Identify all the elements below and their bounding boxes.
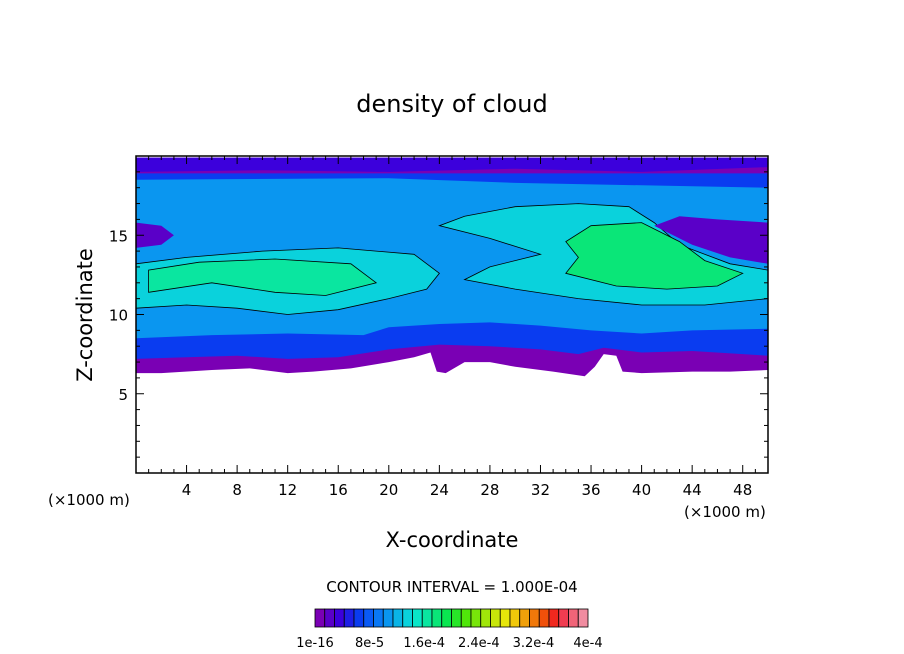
x-tick-label: 32 [531, 481, 550, 499]
colorbar-tick-label: 1.6e-4 [403, 636, 445, 651]
x-tick-label: 44 [683, 481, 702, 499]
x-tick-label: 20 [379, 481, 398, 499]
colorbar-swatch [499, 608, 511, 628]
colorbar-tick-label: 8e-5 [355, 636, 384, 651]
colorbar-swatch [460, 608, 472, 628]
colorbar-swatch [490, 608, 501, 628]
colorbar-swatch [577, 608, 589, 628]
colorbar-swatch [343, 608, 355, 628]
colorbar-swatch [470, 608, 482, 628]
colorbar-swatch [509, 608, 521, 628]
colorbar-tick-label: 3.2e-4 [513, 636, 555, 651]
y-tick-label: 15 [109, 227, 128, 245]
contour-region-cloud-core-right-bright [565, 222, 744, 290]
contour-region-cloud-upper-right-edge [654, 216, 768, 264]
x-tick-label: 12 [278, 481, 297, 499]
x-tick-label: 8 [232, 481, 242, 499]
colorbar-swatch [548, 608, 560, 628]
x-axis-ticks: 4 8 12 16 20 24 28 32 36 40 44 48 [148, 156, 756, 499]
chart-title: density of cloud [356, 90, 547, 118]
colorbar-swatch [334, 608, 345, 628]
x-tick-label: 16 [329, 481, 348, 499]
x-tick-label: 36 [581, 481, 600, 499]
contour-region-cloud-top-edge [136, 157, 768, 172]
colorbar-swatch [441, 608, 452, 628]
x-tick-label: 48 [733, 481, 752, 499]
x-axis-label: X-coordinate [386, 528, 519, 552]
x-tick-label: 24 [430, 481, 449, 499]
colorbar-swatch [568, 608, 579, 628]
x-tick-label: 40 [632, 481, 651, 499]
x-axis-unit-right: (×1000 m) [684, 503, 766, 521]
contour-region-cloud-core-left-bright [148, 258, 378, 296]
colorbar-swatch [480, 608, 491, 628]
y-tick-label: 5 [118, 386, 128, 404]
colorbar-swatch [451, 608, 462, 628]
x-axis-unit-left: (×1000 m) [48, 491, 130, 509]
colorbar-swatch [314, 608, 326, 628]
x-tick-label: 28 [480, 481, 499, 499]
colorbar-swatch [392, 608, 404, 628]
colorbar-swatch [363, 608, 374, 628]
colorbar-swatch [373, 608, 384, 628]
colorbar-swatch [353, 608, 365, 628]
colorbar-labels: 1e-16 8e-5 1.6e-4 2.4e-4 3.2e-4 4e-4 [296, 636, 602, 651]
colorbar-swatch [558, 608, 569, 628]
contour-fill-group [136, 157, 768, 377]
y-tick-label: 10 [109, 307, 128, 325]
y-axis-ticks: 5 10 15 [109, 171, 768, 458]
colorbar-swatch [519, 608, 530, 628]
contour-region-cloud-upper-left-edge [136, 222, 174, 248]
colorbar-swatch [421, 608, 433, 628]
colorbar-tick-label: 1e-16 [296, 636, 334, 651]
x-tick-label: 4 [182, 481, 192, 499]
colorbar-tick-label: 2.4e-4 [458, 636, 500, 651]
colorbar [314, 608, 589, 628]
colorbar-swatch [538, 608, 550, 628]
colorbar-swatch [529, 608, 540, 628]
colorbar-swatch [382, 608, 394, 628]
colorbar-tick-label: 4e-4 [573, 636, 602, 651]
colorbar-swatch [431, 608, 443, 628]
contour-interval-label: CONTOUR INTERVAL = 1.000E-04 [326, 578, 577, 596]
colorbar-swatch [412, 608, 423, 628]
colorbar-swatch [324, 608, 335, 628]
colorbar-swatch [402, 608, 413, 628]
y-axis-label: Z-coordinate [73, 248, 97, 382]
